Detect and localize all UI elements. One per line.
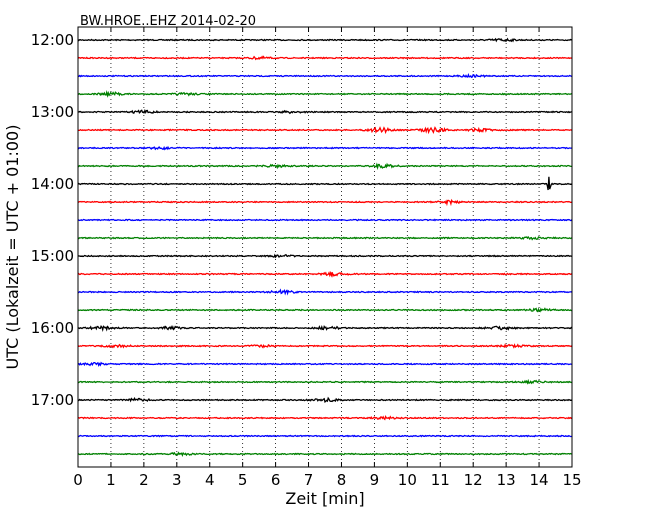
trace-line [77, 324, 573, 333]
trace-line [77, 72, 573, 79]
traces [77, 37, 573, 457]
trace-line [77, 218, 573, 222]
x-tick-label: 15 [562, 471, 581, 489]
x-tick-label: 8 [337, 471, 347, 489]
y-tick-label: 14:00 [31, 175, 74, 193]
x-tick-label: 7 [304, 471, 314, 489]
trace-line [77, 55, 573, 61]
trace-line [77, 343, 573, 349]
x-tick-label: 14 [530, 471, 549, 489]
x-tick-label: 4 [205, 471, 215, 489]
y-axis-label: UTC (Lokalzeit = UTC + 01:00) [3, 125, 22, 370]
x-axis-label: Zeit [min] [285, 489, 364, 508]
trace-line [77, 253, 573, 259]
trace-line [77, 270, 573, 278]
trace-line [77, 90, 573, 98]
plot-frame [77, 26, 573, 468]
x-tick-label: 6 [271, 471, 281, 489]
trace-line [77, 307, 573, 313]
trace-line [77, 126, 573, 135]
trace-line [77, 414, 573, 421]
trace-line [77, 162, 572, 171]
trace-line [77, 361, 573, 367]
trace-line [77, 378, 573, 385]
y-tick-label: 15:00 [31, 247, 74, 265]
grid [110, 27, 540, 467]
x-tick-label: 2 [139, 471, 149, 489]
axes: 0 1 2 3 4 5 6 7 8 9 10 11 12 13 14 1512:0013:0014:0015:… [31, 27, 582, 489]
x-tick-label: 3 [172, 471, 182, 489]
trace-line [77, 198, 573, 207]
y-tick-label: 16:00 [31, 319, 74, 337]
y-tick-label: 17:00 [31, 391, 74, 409]
y-tick-label: 13:00 [31, 103, 74, 121]
trace-line [77, 176, 573, 191]
trace-line [77, 288, 573, 296]
x-tick-label: 5 [238, 471, 248, 489]
x-tick-label: 1 [106, 471, 116, 489]
trace-line [77, 145, 573, 151]
x-tick-label: 0 [73, 471, 83, 489]
trace-line [77, 108, 572, 115]
x-tick-label: 11 [431, 471, 450, 489]
trace-line [77, 235, 573, 241]
trace-line [77, 451, 573, 457]
x-tick-label: 9 [370, 471, 380, 489]
trace-line [77, 434, 573, 438]
trace-line [77, 396, 573, 404]
trace-line [77, 37, 573, 43]
x-tick-label: 10 [398, 471, 417, 489]
chart-title: BW.HROE..EHZ 2014-02-20 [80, 14, 256, 29]
y-tick-label: 12:00 [31, 31, 74, 49]
x-tick-label: 13 [497, 471, 516, 489]
x-tick-label: 12 [464, 471, 483, 489]
